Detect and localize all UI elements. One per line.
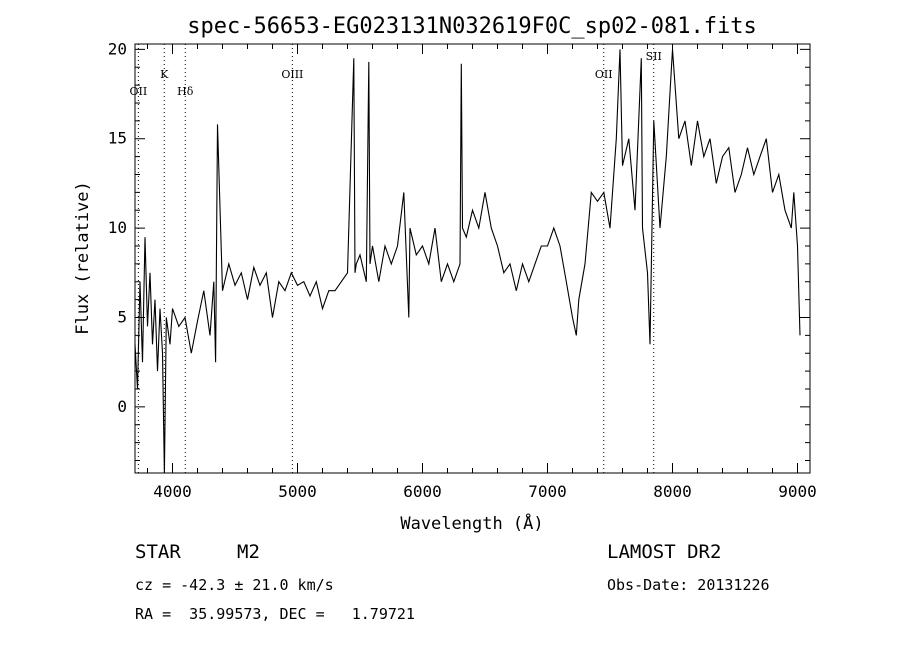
y-axis-label: Flux (relative) bbox=[73, 181, 93, 335]
y-tick-label: 20 bbox=[108, 39, 127, 58]
object-subclass: M2 bbox=[237, 541, 260, 563]
plot-frame bbox=[134, 43, 811, 474]
line-marker-label: OII bbox=[595, 68, 613, 81]
obs-date: Obs-Date: 20131226 bbox=[607, 576, 770, 594]
y-tick-label: 15 bbox=[108, 129, 127, 148]
axis-ticks: 4000 5000 6000 7000 8000 9000 0 5 10 15 20 bbox=[108, 39, 817, 501]
line-marker-label: OII bbox=[130, 85, 148, 98]
x-tick-label: 6000 bbox=[403, 482, 442, 501]
x-tick-label: 8000 bbox=[653, 482, 692, 501]
coordinates-text: RA = 35.99573, DEC = 1.79721 bbox=[135, 605, 415, 623]
x-axis-label: Wavelength (Å) bbox=[400, 512, 543, 534]
x-tick-label: 9000 bbox=[778, 482, 817, 501]
y-tick-label: 10 bbox=[108, 218, 127, 237]
chart-title: spec-56653-EG023131N032619F0C_sp02-081.f… bbox=[187, 14, 757, 39]
survey-name: LAMOST DR2 bbox=[607, 541, 722, 563]
line-marker-label: OIII bbox=[281, 68, 303, 81]
object-class: STAR bbox=[135, 541, 181, 563]
x-tick-label: 4000 bbox=[153, 482, 192, 501]
line-marker-label: K bbox=[160, 68, 169, 81]
line-marker-label: SII bbox=[646, 50, 662, 63]
spectrum-line bbox=[134, 49, 801, 474]
series-layer bbox=[134, 49, 801, 474]
velocity-text: cz = -42.3 ± 21.0 km/s bbox=[135, 576, 334, 594]
line-markers: OII K Hδ OIII OII SII bbox=[130, 44, 662, 473]
line-marker-label: Hδ bbox=[177, 85, 194, 98]
x-tick-label: 7000 bbox=[528, 482, 567, 501]
y-tick-label: 5 bbox=[117, 307, 127, 326]
x-tick-label: 5000 bbox=[278, 482, 317, 501]
y-tick-label: 0 bbox=[117, 397, 127, 416]
